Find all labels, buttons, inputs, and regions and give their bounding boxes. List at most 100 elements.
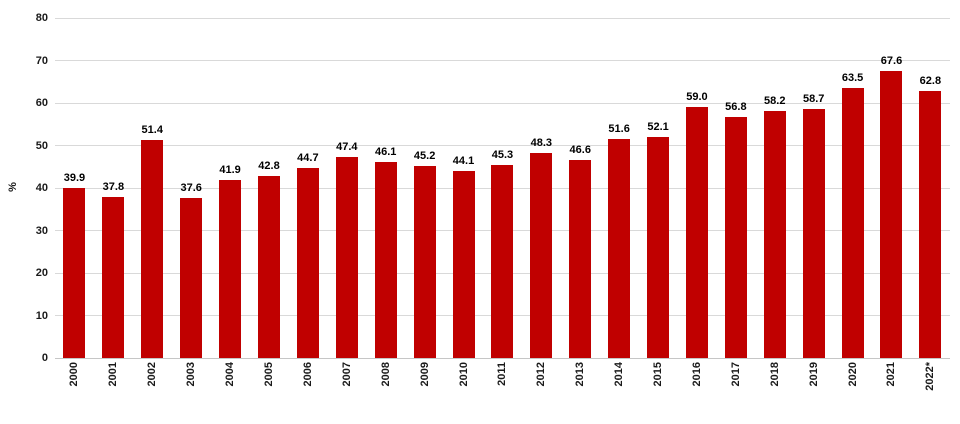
bar: [257, 176, 280, 358]
bar-slot: 67.6: [872, 18, 911, 358]
x-tick-label: 2008: [379, 362, 392, 387]
bar-slot: 46.1: [366, 18, 405, 358]
y-tick-label: 70: [35, 54, 48, 67]
bar-slot: 63.5: [833, 18, 872, 358]
bar-value-label: 48.3: [530, 136, 553, 149]
x-tick-label: 2016: [690, 362, 703, 387]
x-axis-slot: 2016: [678, 362, 717, 418]
bar-slot: 56.8: [716, 18, 755, 358]
x-tick-label: 2000: [68, 362, 81, 387]
x-axis-slot: 2013: [561, 362, 600, 418]
x-axis-slot: 2000: [55, 362, 94, 418]
bar: [919, 91, 942, 358]
bar-value-label: 63.5: [841, 72, 864, 85]
x-tick-label: 2013: [574, 362, 587, 387]
gridline: [55, 17, 950, 19]
x-tick-label: 2014: [613, 362, 626, 387]
gridline: [55, 60, 950, 61]
x-tick-label: 2018: [768, 362, 781, 387]
x-axis-slot: 2004: [211, 362, 250, 418]
x-tick-label: 2021: [885, 362, 898, 387]
bar-value-label: 44.7: [297, 152, 319, 165]
bar-value-label: 37.8: [102, 181, 125, 194]
x-axis-slot: 2009: [405, 362, 444, 418]
x-tick-label: 2010: [457, 362, 470, 387]
bar: [841, 88, 864, 358]
y-axis-title: %: [6, 182, 19, 192]
bar-value-label: 67.6: [880, 54, 903, 67]
x-tick-label: 2020: [846, 362, 859, 387]
x-axis: 2000 2001 2002 2003 2004 2005 2006 2007 2008 2009…: [55, 362, 950, 418]
bar-value-label: 62.8: [919, 75, 942, 88]
x-axis-slot: 2021: [872, 362, 911, 418]
bar-slot: 58.7: [794, 18, 833, 358]
bar: [452, 170, 475, 358]
x-axis-slot: 2010: [444, 362, 483, 418]
bar: [296, 168, 319, 358]
bar-slot: 51.6: [600, 18, 639, 358]
y-tick-label: 20: [35, 267, 48, 279]
bar-slot: 44.7: [288, 18, 327, 358]
bar-value-label: 41.9: [219, 163, 241, 176]
bar: [102, 197, 125, 358]
bar: [374, 162, 397, 358]
bar: [724, 116, 747, 358]
x-tick-label: 2022*: [924, 362, 937, 391]
bar: [530, 152, 553, 358]
bar-slot: 47.4: [327, 18, 366, 358]
bar-slot: 42.8: [250, 18, 289, 358]
x-tick-label: 2001: [107, 362, 120, 387]
x-axis-slot: 2018: [755, 362, 794, 418]
bar-value-label: 58.7: [802, 92, 825, 105]
x-axis-slot: 2017: [716, 362, 755, 418]
bar: [180, 198, 203, 358]
bar-slot: 58.2: [755, 18, 794, 358]
bar-value-label: 44.1: [452, 154, 475, 167]
x-tick-label: 2017: [729, 362, 742, 387]
x-axis-slot: 2003: [172, 362, 211, 418]
bar: [763, 110, 786, 358]
y-tick-label: 30: [35, 224, 48, 237]
bar-value-label: 37.6: [180, 182, 202, 195]
bar-value-label: 45.2: [413, 149, 436, 162]
bar: [63, 188, 86, 358]
bar: [880, 70, 903, 358]
y-tick-label: 60: [35, 97, 48, 109]
bar-value-label: 45.3: [491, 149, 514, 162]
bar-series: 39.9 37.8 51.4 37.6 41.9 42.8 44.7 47.4 46.1 45.2…: [55, 18, 950, 358]
bar-slot: 52.1: [639, 18, 678, 358]
x-axis-slot: 2007: [327, 362, 366, 418]
bar: [802, 108, 825, 358]
x-axis-slot: 2020: [833, 362, 872, 418]
bar: [608, 138, 631, 358]
x-tick-label: 2002: [146, 362, 159, 387]
gridline: [55, 145, 950, 146]
bar-slot: 44.1: [444, 18, 483, 358]
y-tick-label: 10: [35, 309, 48, 322]
x-tick-label: 2015: [652, 362, 665, 387]
x-tick-label: 2012: [535, 362, 548, 387]
x-tick-label: 2011: [496, 362, 509, 386]
x-axis-slot: 2022*: [911, 362, 950, 418]
x-tick-label: 2019: [807, 362, 820, 387]
y-tick-label: 50: [35, 139, 48, 152]
bar-value-label: 51.6: [608, 122, 630, 135]
bar: [647, 136, 670, 358]
bar: [141, 139, 164, 358]
x-tick-label: 2009: [418, 362, 431, 387]
x-tick-label: 2003: [185, 362, 198, 387]
x-axis-slot: 2006: [288, 362, 327, 418]
x-axis-slot: 2011: [483, 362, 522, 418]
bar-value-label: 58.2: [764, 94, 786, 107]
bar-value-label: 46.1: [374, 146, 397, 159]
x-axis-slot: 2008: [366, 362, 405, 418]
bar-slot: 48.3: [522, 18, 561, 358]
bar-slot: 62.8: [911, 18, 950, 358]
bar-slot: 37.6: [172, 18, 211, 358]
bar-value-label: 52.1: [647, 120, 669, 133]
gridline: [55, 357, 950, 359]
x-tick-label: 2004: [224, 362, 237, 387]
x-axis-slot: 2012: [522, 362, 561, 418]
bar-slot: 45.3: [483, 18, 522, 358]
bar-value-label: 51.4: [141, 123, 163, 136]
